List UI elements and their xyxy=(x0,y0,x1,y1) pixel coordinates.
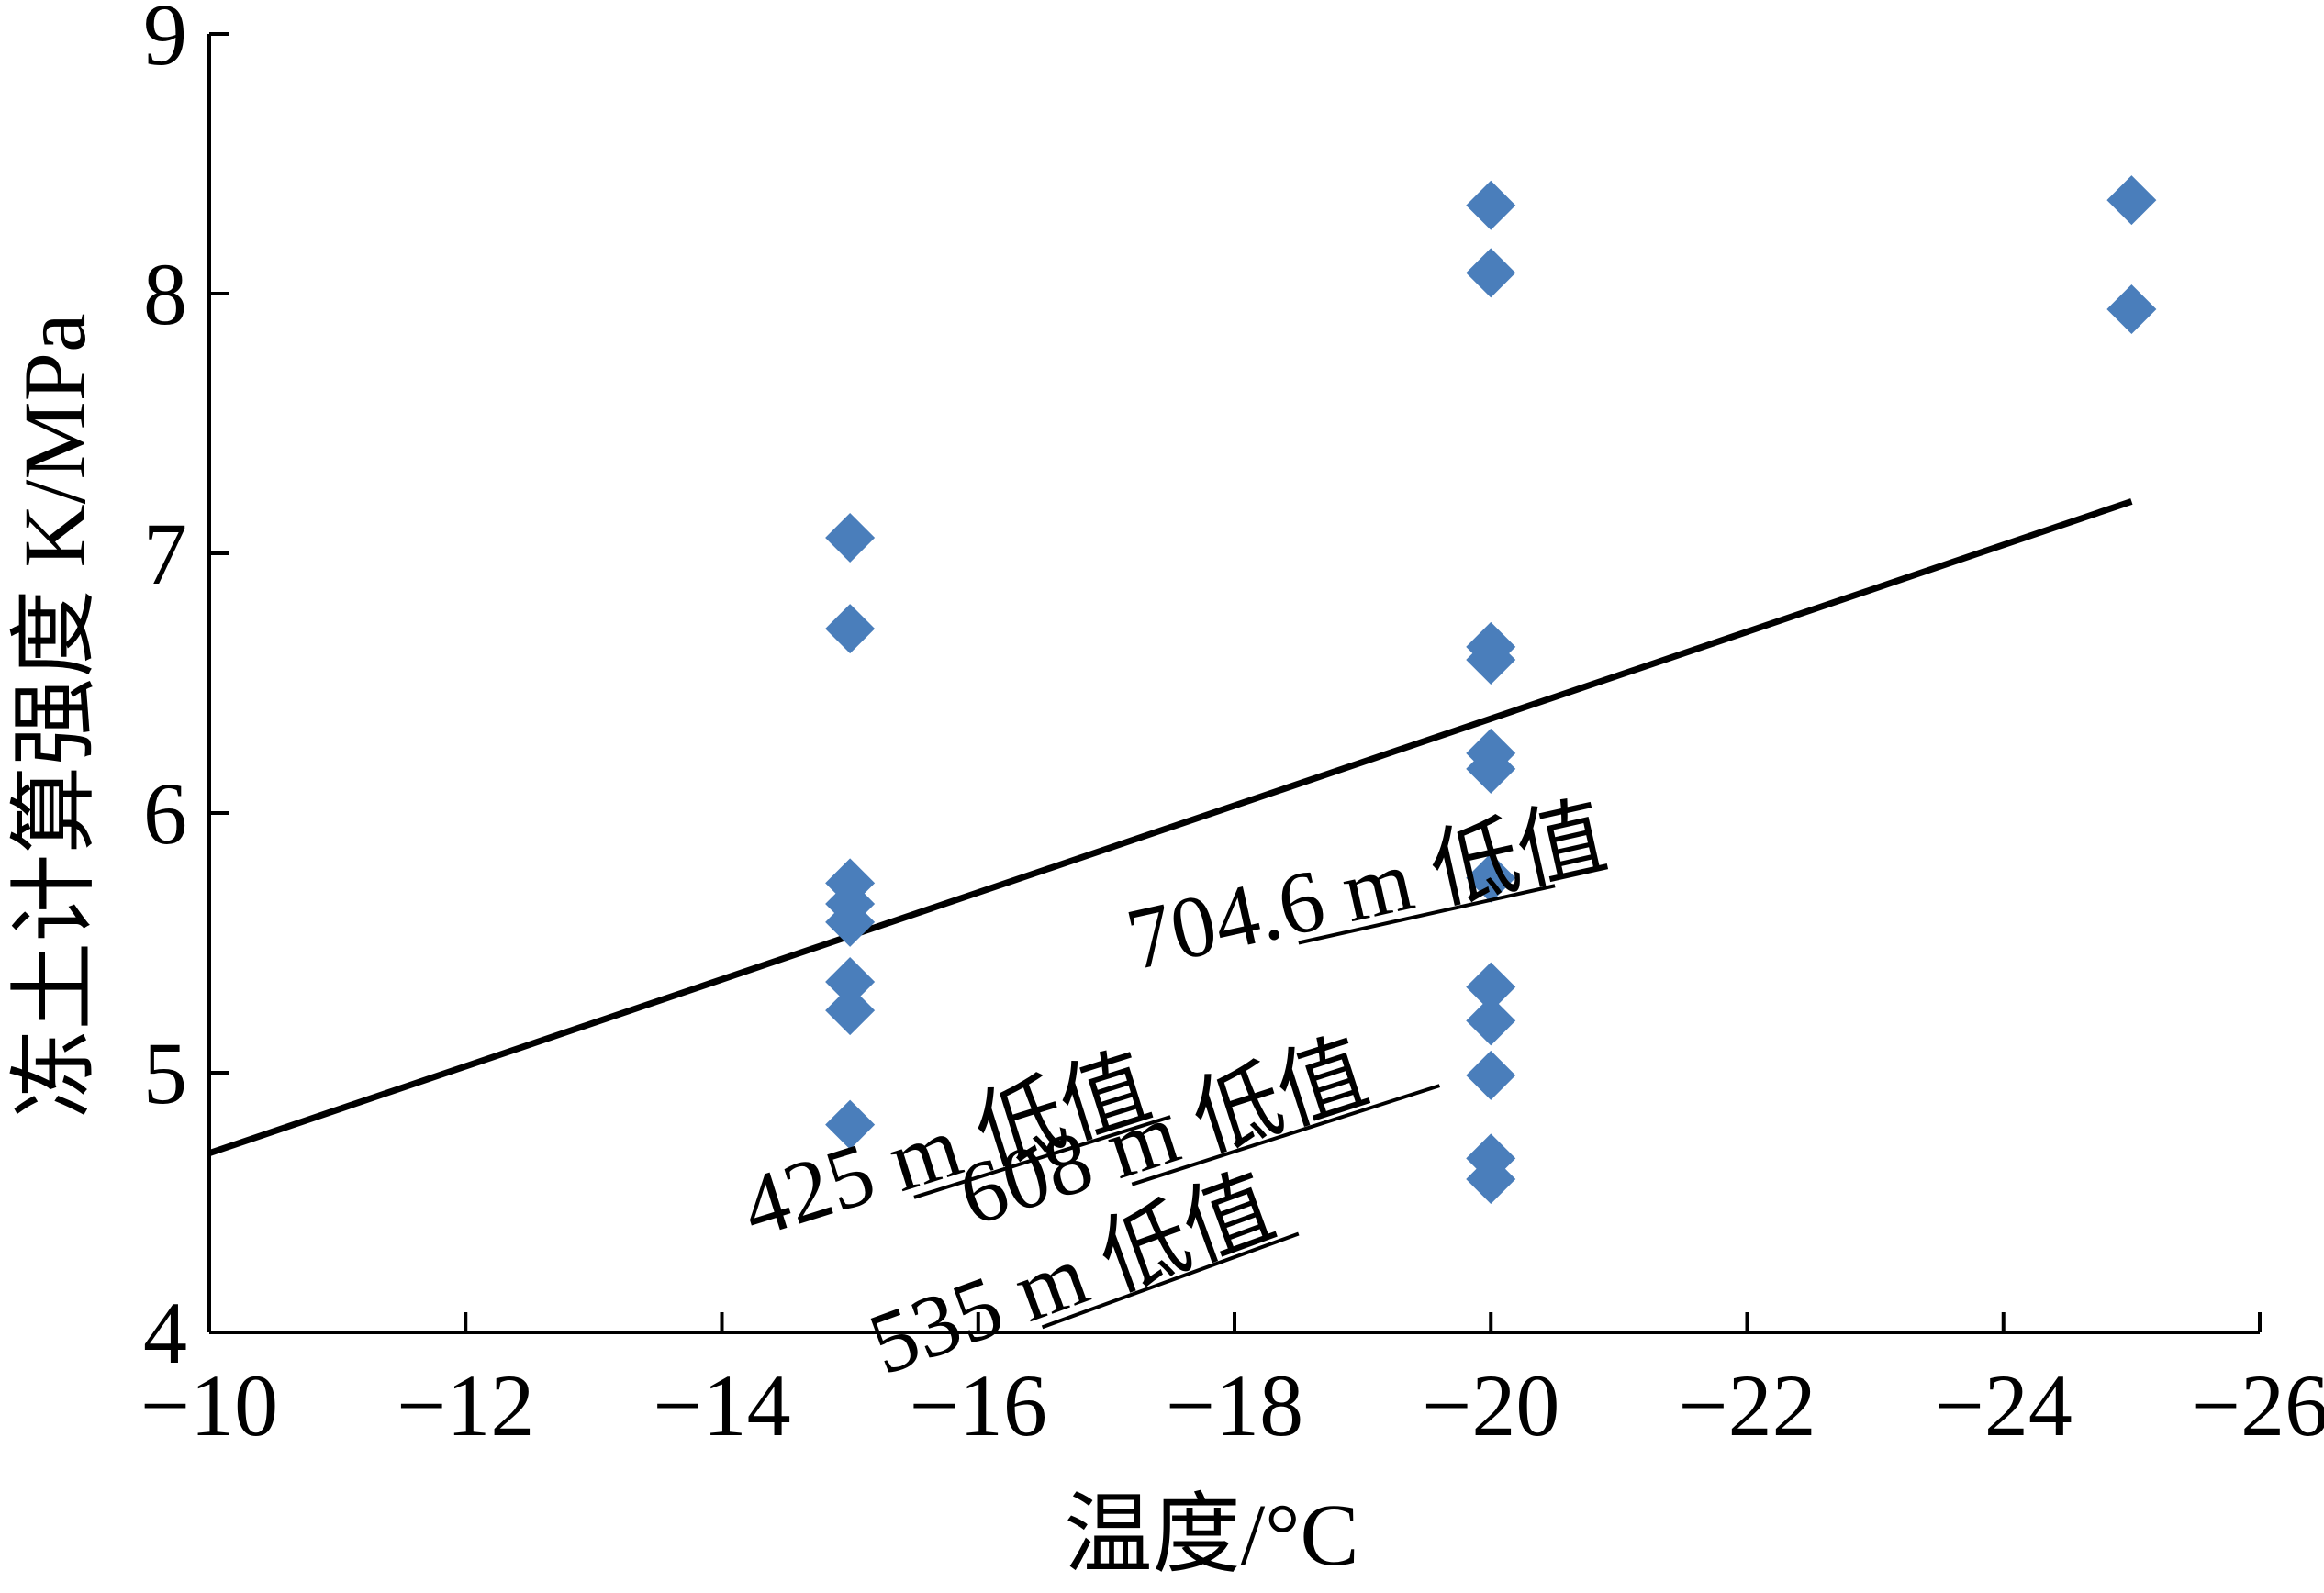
fit-line xyxy=(207,498,2133,1157)
data-point xyxy=(1466,962,1516,1012)
data-point xyxy=(825,986,876,1036)
data-point xyxy=(1466,1154,1516,1205)
x-tick-label: −24 xyxy=(1935,1356,2073,1454)
y-tick-label: 8 xyxy=(143,245,187,343)
annotation-leader-line xyxy=(913,1115,1171,1199)
data-point xyxy=(825,513,876,563)
data-point xyxy=(825,897,876,947)
x-tick-label: −16 xyxy=(910,1356,1047,1454)
data-point xyxy=(1466,180,1516,230)
y-tick-label: 5 xyxy=(143,1024,187,1122)
x-tick-label: −22 xyxy=(1678,1356,1816,1454)
data-point xyxy=(825,1099,876,1150)
data-point xyxy=(1466,248,1516,298)
data-point xyxy=(825,956,876,1007)
points-layer xyxy=(825,175,2157,1205)
data-point xyxy=(1466,996,1516,1046)
x-tick-label: −12 xyxy=(397,1356,534,1454)
x-tick-label: −20 xyxy=(1422,1356,1559,1454)
y-axis-title: 冻土计算强度 K/MPa xyxy=(6,313,104,1118)
data-point xyxy=(1466,635,1516,685)
data-point xyxy=(1466,743,1516,794)
y-tick-label: 4 xyxy=(143,1284,187,1382)
annotation-leader-line xyxy=(1041,1231,1300,1330)
fit-line-layer xyxy=(207,498,2133,1157)
data-point xyxy=(2106,284,2157,334)
data-point xyxy=(2106,175,2157,226)
x-tick-label: −10 xyxy=(140,1356,278,1454)
x-tick-label: −18 xyxy=(1166,1356,1303,1454)
data-point xyxy=(1466,852,1516,903)
data-point xyxy=(1466,1050,1516,1100)
data-point xyxy=(825,604,876,654)
x-tick-label: −26 xyxy=(2191,1356,2324,1454)
annotation-leader-line xyxy=(1131,1084,1441,1186)
y-tick-label: 9 xyxy=(143,0,187,84)
x-axis-title: 温度/°C xyxy=(1064,1486,1358,1584)
annotation-leader-line xyxy=(1298,884,1556,945)
y-tick-label: 6 xyxy=(143,764,187,863)
y-tick-label: 7 xyxy=(143,505,187,603)
axes: −10 −12 −14 −16 −18 −20 −22 −24 −26 4 5 6 7 8 9 xyxy=(140,0,2324,1454)
x-tick-label: −14 xyxy=(653,1356,790,1454)
